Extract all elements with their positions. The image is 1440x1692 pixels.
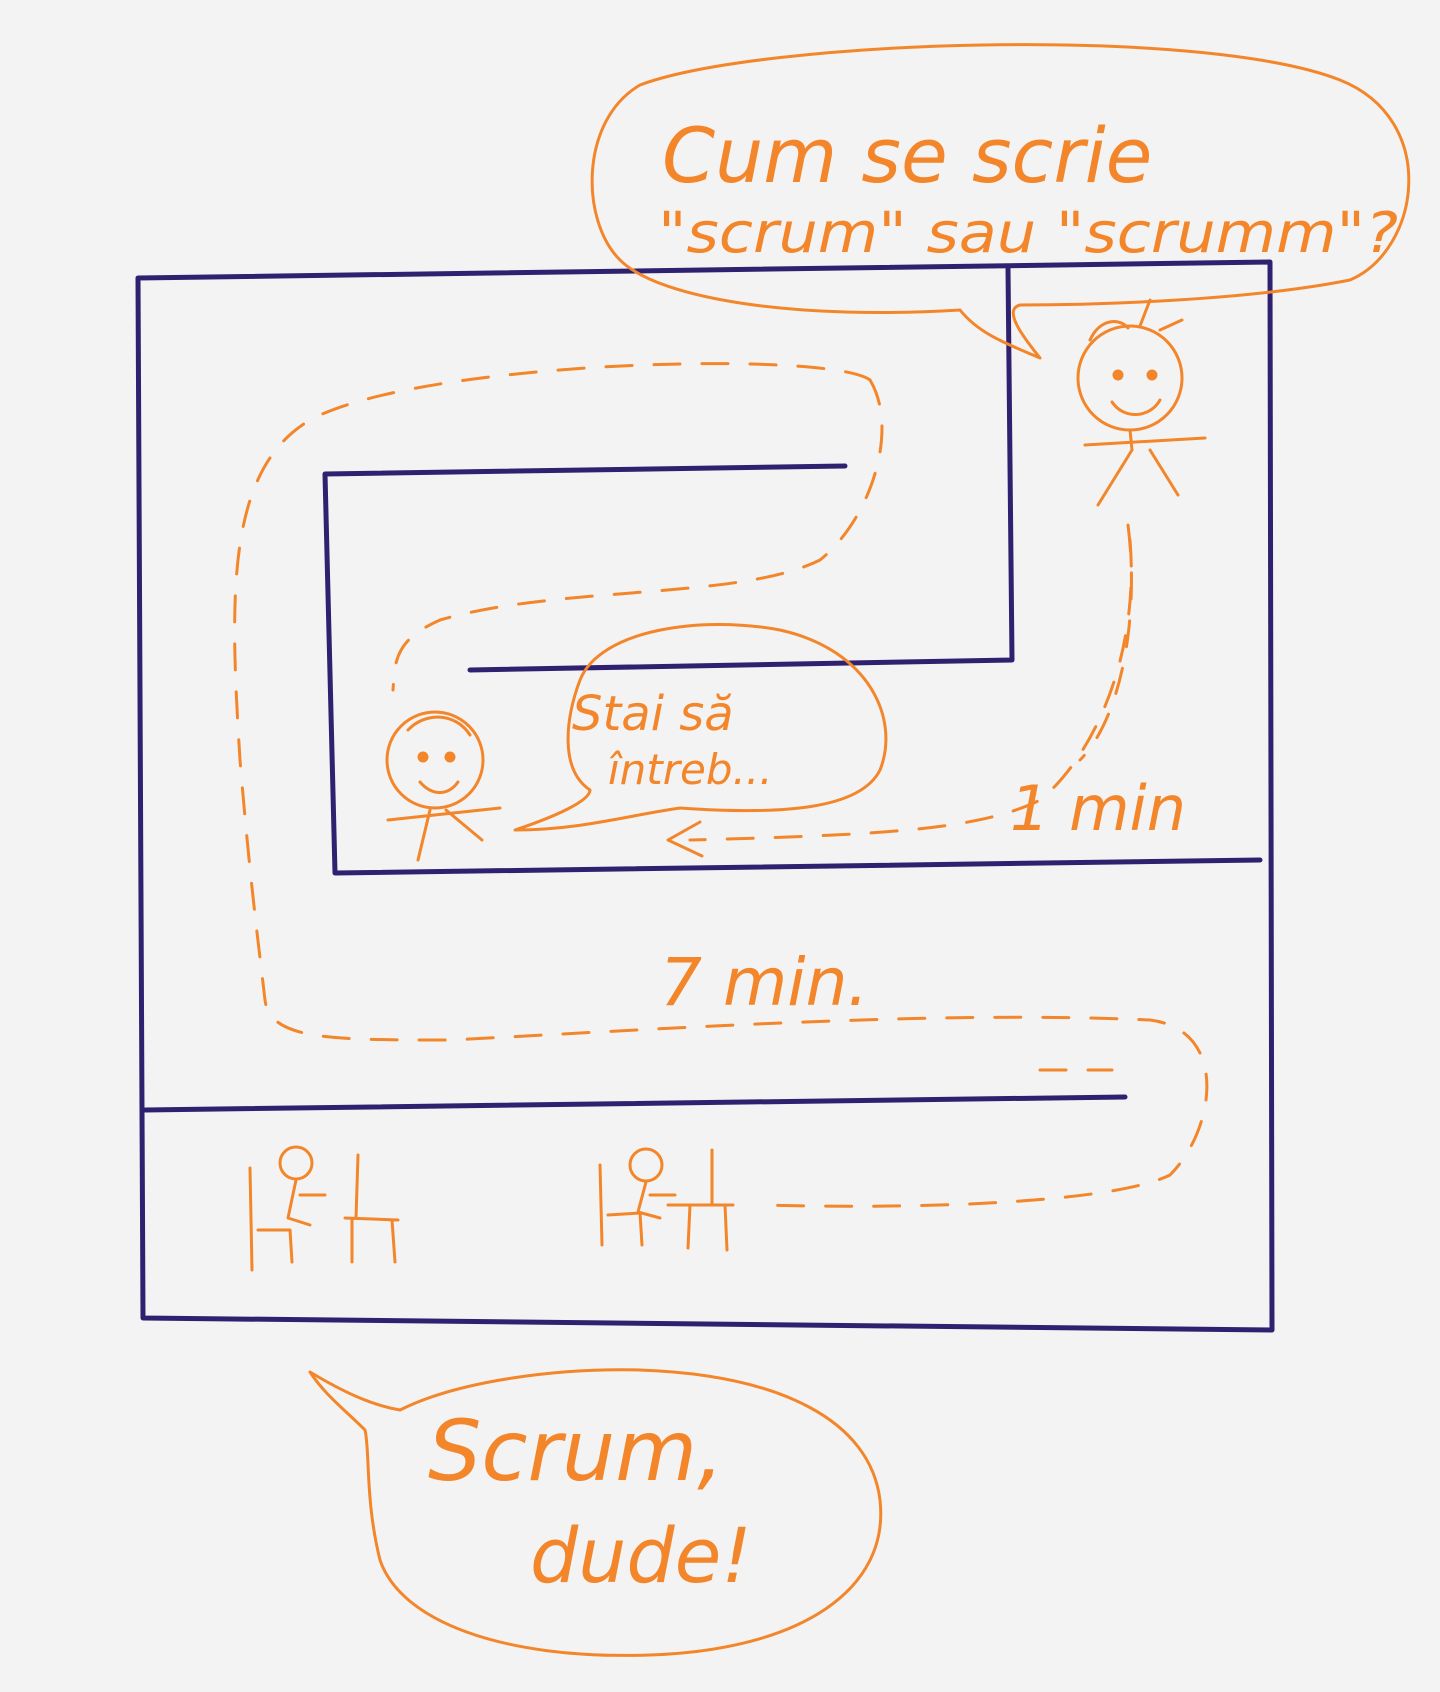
bubble-middle-line2: întreb...: [608, 745, 773, 794]
speech-bubble-reply: Stai să întreb...: [513, 622, 888, 832]
label-long-route: 7 min.: [660, 944, 868, 1021]
bubble-outline-middle: [513, 622, 888, 832]
bubble-outline-bottom: [308, 1368, 883, 1657]
stick-figure-asking: [1076, 298, 1207, 507]
long-route: [233, 362, 1209, 1208]
short-route-arrowhead: [666, 820, 704, 858]
person-at-desk-1: [248, 1145, 400, 1272]
person-at-desk-2: [598, 1147, 735, 1252]
bubble-bottom-line2: dude!: [530, 1511, 752, 1600]
inner-partition-top: [467, 265, 1015, 673]
bubble-top-line1: Cum se scrie: [662, 111, 1152, 200]
bubble-outline-top: [590, 43, 1411, 360]
label-short-route: 1 min: [1010, 772, 1186, 845]
speech-bubble-question: Cum se scrie "scrum" sau "scrumm"?: [590, 43, 1411, 360]
inner-partition-bottom: [142, 1094, 1128, 1113]
head: [385, 710, 485, 810]
office-floor-plan: [135, 259, 1275, 1333]
walking-routes: [233, 362, 1209, 1208]
inner-partition-middle: [322, 463, 1263, 876]
speech-bubble-answer: Scrum, dude!: [308, 1368, 883, 1657]
bubble-top-line2: "scrum" sau "scrumm"?: [658, 201, 1398, 266]
bubble-middle-line1: Stai să: [572, 686, 734, 742]
stick-figure-answering: [385, 710, 502, 862]
short-route: [391, 378, 1133, 842]
outer-wall: [135, 259, 1275, 1333]
bubble-bottom-line1: Scrum,: [428, 1402, 724, 1500]
